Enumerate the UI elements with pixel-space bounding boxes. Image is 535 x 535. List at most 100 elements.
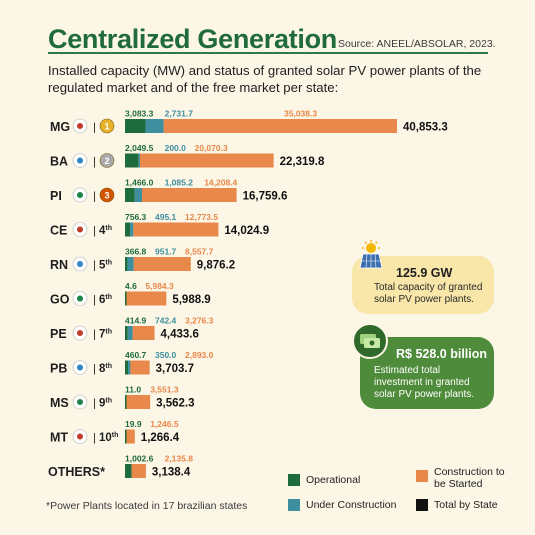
bar-to-be-started — [132, 326, 155, 340]
investment-value: R$ 528.0 billion — [396, 347, 488, 361]
value-label-operational: 19.9 — [125, 419, 142, 429]
value-label-under-construction: 1,085.2 — [165, 178, 194, 188]
rank-suffix: th — [105, 329, 112, 336]
rank-separator: | — [93, 260, 96, 272]
rank-label: 9th — [99, 398, 112, 410]
rank-separator: | — [93, 122, 96, 134]
rank-suffix: th — [105, 225, 112, 232]
value-label-operational: 366.8 — [125, 247, 147, 257]
flag-emblem — [77, 261, 83, 267]
category-label: MS — [50, 396, 69, 410]
value-label-operational: 1,002.6 — [125, 454, 154, 464]
value-label-to-be-started: 1,246.5 — [150, 419, 179, 429]
value-label-to-be-started: 5,984.3 — [145, 281, 174, 291]
flag-emblem — [77, 399, 83, 405]
value-label-to-be-started: 8,557.7 — [185, 247, 214, 257]
bar-under-construction — [127, 326, 133, 340]
value-label-operational: 4.6 — [125, 281, 137, 291]
category-label: PE — [50, 327, 67, 341]
bar-operational — [125, 119, 146, 133]
value-label-under-construction: 742.4 — [155, 316, 177, 326]
category-label: PB — [50, 362, 67, 376]
value-label-under-construction: 2,731.7 — [165, 109, 194, 119]
rank-separator: | — [93, 294, 96, 306]
bar-under-construction — [145, 119, 164, 133]
value-label-to-be-started: 3,551.3 — [150, 385, 179, 395]
bar-operational — [125, 222, 131, 237]
bar-to-be-started — [130, 360, 150, 375]
value-label-operational: 414.9 — [125, 316, 147, 326]
category-label: MT — [50, 431, 68, 445]
bar-operational — [125, 360, 129, 375]
bar-to-be-started — [126, 291, 167, 306]
value-label-to-be-started: 3,276.3 — [185, 316, 214, 326]
legend-label-to-be-started: Construction to be Started — [434, 466, 505, 490]
value-label-operational: 1,466.0 — [125, 178, 154, 188]
rank-separator: | — [93, 225, 96, 237]
rank-label: 6th — [99, 294, 112, 306]
rank-separator: | — [93, 398, 96, 410]
rank-separator: | — [93, 329, 96, 341]
money-icon — [352, 323, 388, 359]
category-label: RN — [50, 258, 68, 272]
bar-under-construction — [130, 222, 134, 237]
value-label-operational: 2,049.5 — [125, 143, 154, 153]
legend-label-total: Total by State — [434, 499, 498, 511]
legend-swatch-to-be-started — [416, 470, 428, 482]
rank-medal-icon — [99, 153, 115, 168]
category-label: OTHERS* — [48, 465, 105, 479]
rank-suffix: th — [112, 432, 119, 439]
legend-label-under-construction: Under Construction — [306, 499, 397, 511]
value-label-to-be-started: 12,773.5 — [185, 212, 218, 222]
legend-swatch-under-construction — [288, 499, 300, 511]
page-title: Centralized Generation — [48, 24, 337, 54]
bar-to-be-started — [131, 464, 146, 478]
bar-operational — [125, 257, 128, 271]
capacity-value: 125.9 GW — [396, 266, 453, 280]
flag-emblem — [77, 192, 83, 198]
rank-suffix: th — [105, 398, 112, 405]
rank-medal-icon — [99, 118, 115, 134]
total-label: 3,703.7 — [156, 363, 194, 375]
rank-medal-icon — [99, 187, 115, 203]
bar-under-construction — [138, 153, 140, 168]
total-label: 14,024.9 — [224, 225, 269, 237]
flag-emblem — [77, 157, 83, 164]
rank-label: 7th — [99, 329, 112, 341]
value-label-to-be-started: 2,893.0 — [185, 350, 214, 360]
value-label-operational: 11.0 — [125, 385, 141, 395]
bar-to-be-started — [126, 429, 135, 444]
flag-emblem — [77, 123, 83, 129]
flag-emblem — [77, 433, 83, 440]
bar-operational — [125, 326, 128, 340]
total-label: 22,319.8 — [280, 156, 325, 168]
category-label: BA — [50, 155, 68, 169]
bar-to-be-started — [163, 119, 397, 133]
bar-operational — [125, 464, 132, 478]
category-label: MG — [50, 120, 70, 134]
bar-to-be-started — [139, 153, 274, 168]
bar-under-construction — [127, 257, 134, 271]
rank-label: 8th — [99, 363, 112, 375]
footnote: *Power Plants located in 17 brazilian st… — [46, 500, 248, 512]
bar-operational — [125, 291, 127, 306]
bar-operational — [125, 429, 127, 444]
bar-to-be-started — [133, 222, 219, 237]
rank-suffix: th — [105, 294, 112, 301]
bar-operational — [125, 153, 139, 168]
bar-operational — [125, 395, 127, 409]
value-label-under-construction: 495.1 — [155, 212, 177, 222]
rank-suffix: th — [105, 260, 112, 267]
rank-medal-number: 2 — [104, 156, 109, 166]
total-label: 5,988.9 — [172, 294, 210, 306]
value-label-under-construction: 350.0 — [155, 350, 177, 360]
category-label: PI — [50, 189, 62, 203]
rank-separator: | — [93, 432, 96, 444]
value-label-to-be-started: 20,070.3 — [195, 143, 228, 153]
solar-panel-icon — [359, 240, 383, 269]
value-label-under-construction: 951.7 — [155, 247, 177, 257]
rank-suffix: th — [105, 363, 112, 370]
value-label-operational: 460.7 — [125, 350, 147, 360]
bar-to-be-started — [133, 257, 191, 271]
